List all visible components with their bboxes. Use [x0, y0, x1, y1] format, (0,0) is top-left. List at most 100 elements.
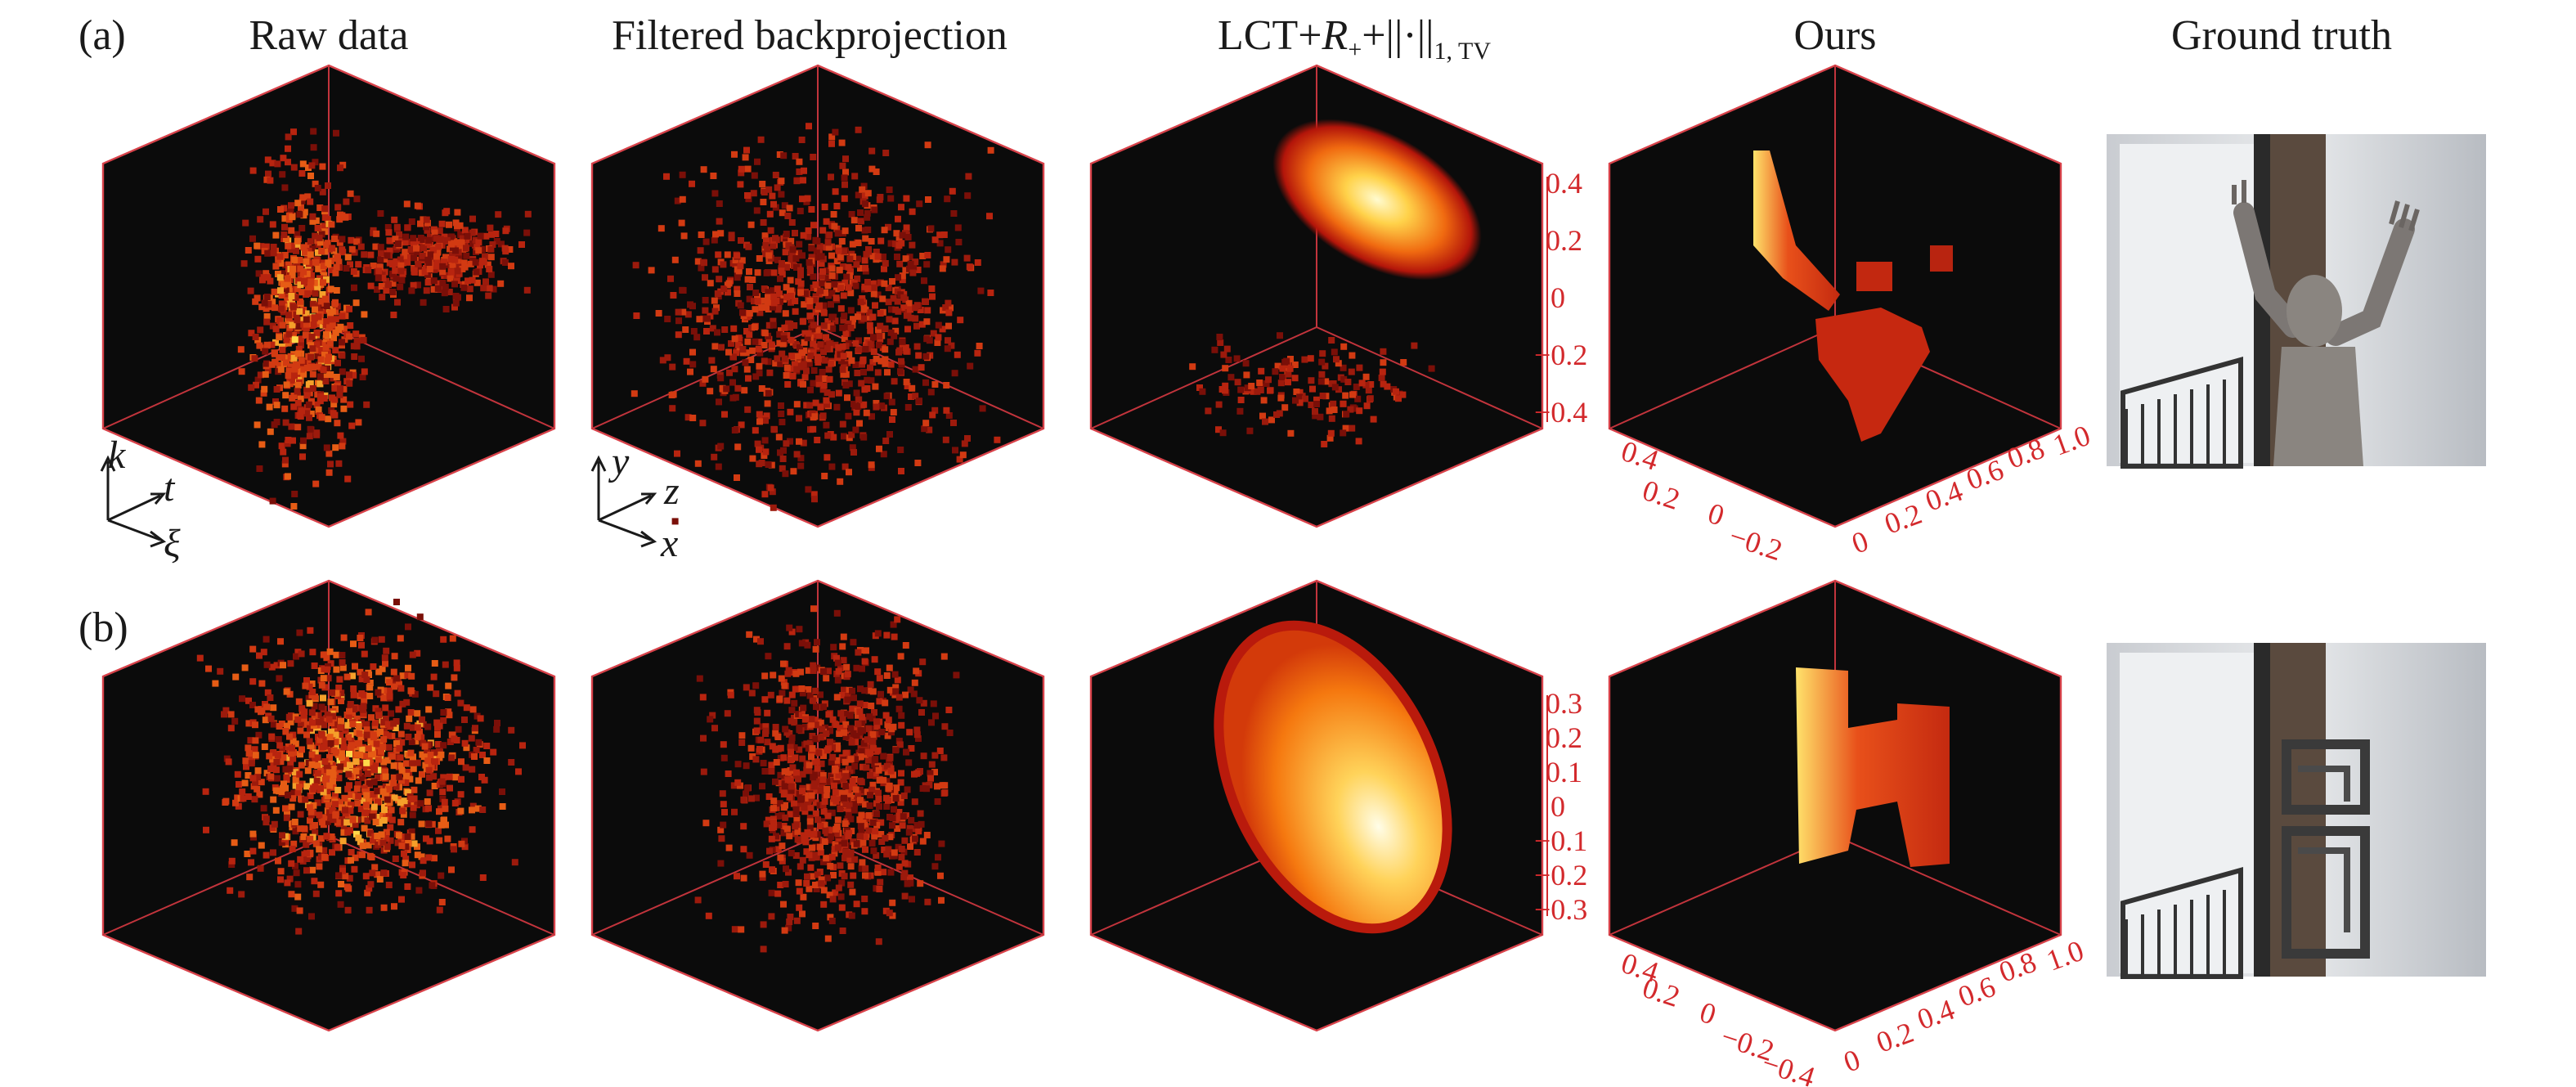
- voxel: [399, 807, 406, 815]
- voxel: [806, 402, 814, 409]
- voxel: [922, 353, 930, 360]
- voxel: [800, 832, 807, 839]
- voxel: [406, 775, 414, 783]
- voxel: [861, 192, 868, 200]
- voxel: [420, 216, 427, 223]
- voxel: [785, 924, 792, 932]
- voxel: [927, 389, 935, 396]
- voxel: [795, 775, 801, 783]
- voxel: [874, 369, 882, 376]
- voxel: [340, 385, 348, 393]
- voxel: [433, 258, 441, 264]
- voxel: [367, 251, 375, 258]
- voxel: [277, 287, 284, 294]
- voxel: [322, 295, 329, 303]
- voxel: [306, 683, 313, 690]
- voxel: [365, 609, 372, 616]
- voxel: [728, 235, 735, 241]
- voxel: [824, 282, 832, 290]
- voxel: [877, 237, 885, 245]
- voxel: [295, 345, 303, 353]
- voxel: [270, 249, 277, 257]
- voxel: [254, 767, 262, 775]
- voxel: [931, 769, 938, 775]
- voxel: [320, 743, 326, 751]
- voxel: [361, 311, 368, 318]
- voxel: [397, 819, 405, 826]
- voxel: [753, 727, 761, 734]
- cube: [1089, 579, 1544, 1032]
- voxel: [303, 841, 310, 848]
- voxel: [379, 294, 386, 301]
- voxel: [782, 249, 789, 256]
- voxel: [904, 326, 911, 333]
- voxel: [287, 718, 294, 725]
- voxel: [452, 774, 460, 781]
- voxel: [263, 770, 271, 777]
- voxel: [787, 276, 794, 284]
- voxel: [333, 651, 340, 658]
- title-part: 1, TV: [1434, 38, 1492, 65]
- voxel: [1365, 387, 1372, 394]
- voxel: [783, 729, 791, 736]
- voxel: [721, 411, 728, 418]
- voxel: [321, 214, 329, 221]
- voxel: [716, 276, 723, 283]
- voxel: [394, 299, 401, 306]
- voxel: [869, 744, 877, 752]
- voxel: [328, 728, 334, 735]
- voxel: [390, 774, 397, 781]
- voxel: [828, 360, 835, 367]
- voxel: [863, 409, 870, 416]
- voxel: [797, 668, 804, 676]
- voxel: [390, 779, 397, 787]
- voxel: [227, 725, 235, 732]
- voxel: [762, 242, 770, 249]
- voxel: [439, 268, 447, 275]
- voxel: [1367, 395, 1374, 402]
- voxel: [774, 846, 782, 853]
- voxel: [443, 272, 451, 279]
- voxel: [263, 305, 270, 312]
- voxel: [415, 256, 422, 263]
- voxel: [773, 833, 779, 840]
- voxel: [316, 239, 324, 246]
- voxel: [420, 857, 427, 865]
- voxel: [369, 869, 376, 877]
- voxel: [350, 685, 357, 692]
- voxel: [323, 833, 330, 840]
- voxel: [787, 914, 794, 920]
- voxel: [501, 245, 509, 252]
- voxel: [374, 788, 381, 795]
- voxel: [964, 192, 972, 200]
- voxel: [257, 371, 264, 379]
- voxel: [262, 716, 269, 724]
- voxel: [367, 760, 375, 767]
- voxel: [797, 863, 804, 870]
- voxel: [346, 371, 352, 379]
- voxel: [846, 829, 852, 837]
- voxel: [861, 687, 868, 694]
- voxel: [776, 290, 783, 298]
- voxel: [841, 805, 849, 812]
- voxel: [289, 744, 295, 752]
- voxel: [332, 739, 339, 746]
- voxel: [718, 344, 725, 351]
- voxel: [836, 267, 843, 274]
- voxel: [795, 353, 801, 360]
- voxel: [937, 872, 944, 879]
- voxel: [833, 654, 840, 662]
- voxel: [772, 730, 779, 737]
- voxel: [873, 168, 880, 175]
- voxel: [819, 818, 826, 825]
- voxel: [759, 181, 766, 187]
- voxel: [380, 758, 388, 766]
- voxel: [308, 272, 315, 279]
- voxel: [801, 795, 809, 802]
- voxel: [1309, 385, 1316, 393]
- voxel: [777, 771, 784, 779]
- voxel: [292, 828, 299, 835]
- voxel: [307, 238, 314, 245]
- voxel: [1313, 401, 1320, 407]
